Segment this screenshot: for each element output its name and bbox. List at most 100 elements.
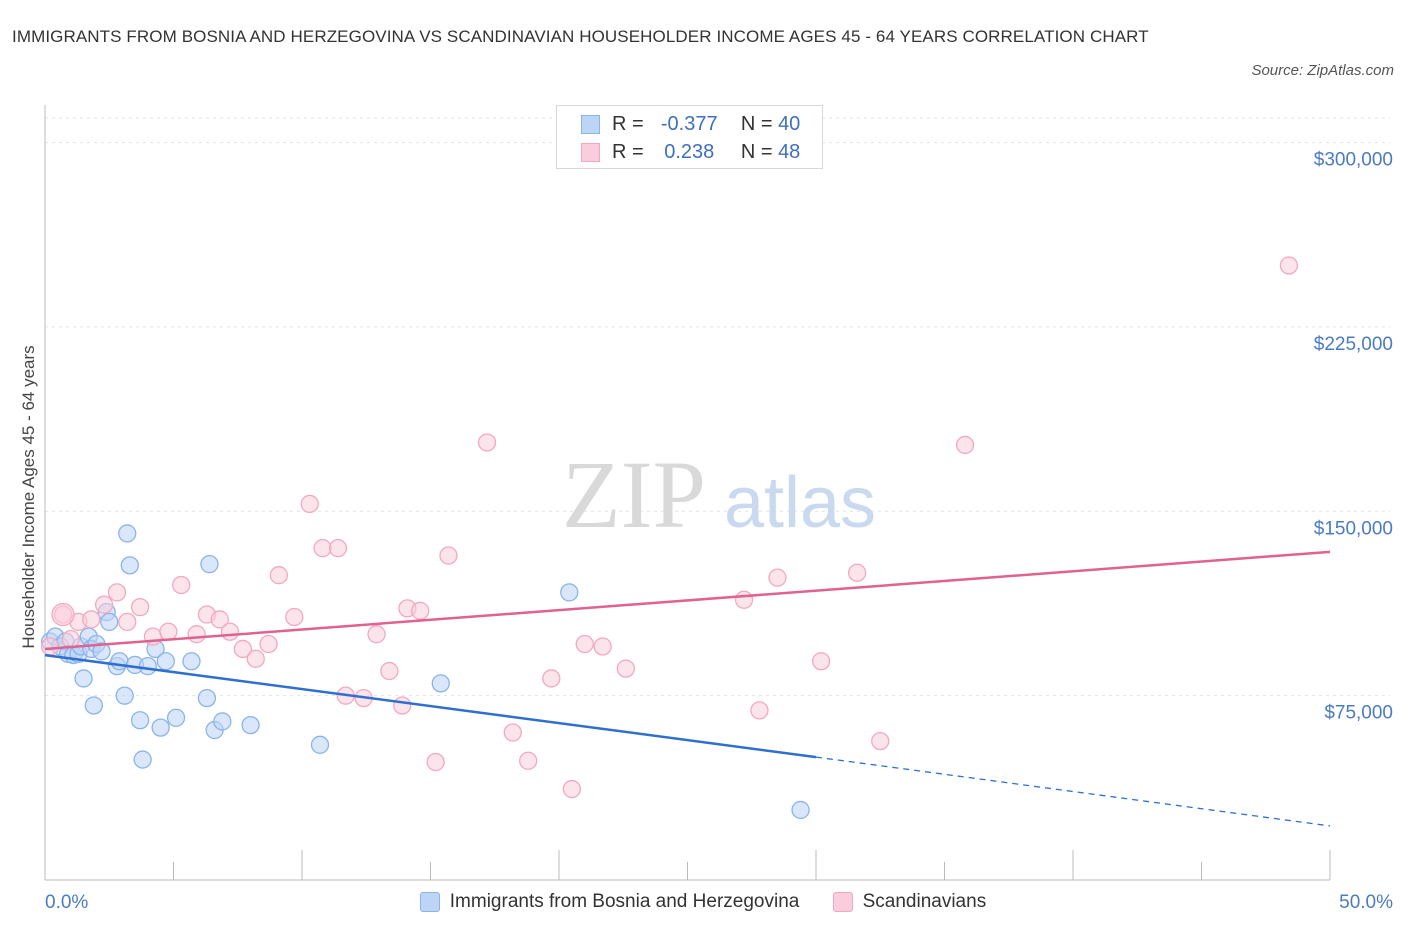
- r-key: R =: [612, 113, 644, 135]
- point-scandinavians: [159, 622, 178, 641]
- point-bosnia: [74, 669, 93, 688]
- y-tick-label: $225,000: [1314, 334, 1393, 355]
- point-bosnia: [138, 656, 157, 676]
- point-scandinavians: [118, 612, 137, 632]
- legend-swatch-scandinavians: [832, 891, 853, 912]
- point-scandinavians: [380, 661, 399, 681]
- watermark-atlas: atlas: [724, 463, 876, 543]
- point-bosnia: [197, 688, 217, 708]
- y-tick-label: $75,000: [1324, 703, 1393, 724]
- r-value: 0.238: [664, 141, 715, 163]
- legend-swatch-scandinavians: [581, 143, 600, 163]
- point-scandinavians: [519, 751, 538, 770]
- point-scandinavians: [107, 583, 127, 602]
- point-bosnia: [120, 556, 139, 575]
- legend-label-scandinavians: Scandinavians: [862, 891, 987, 912]
- legend-item-scandinavians[interactable]: Scandinavians: [832, 886, 987, 918]
- point-scandinavians: [300, 494, 319, 514]
- point-bosnia: [130, 711, 150, 730]
- point-scandinavians: [40, 637, 60, 656]
- point-scandinavians: [393, 696, 412, 715]
- r-key: R =: [612, 141, 644, 163]
- point-scandinavians: [82, 610, 101, 629]
- legend-item-bosnia[interactable]: Immigrants from Bosnia and Herzegovina: [419, 886, 800, 918]
- point-scandinavians: [285, 607, 304, 627]
- point-scandinavians: [542, 669, 561, 688]
- point-scandinavians: [313, 539, 332, 558]
- point-scandinavians: [477, 433, 497, 452]
- n-value: 48: [778, 141, 801, 163]
- trend-line-bosnia: [44, 653, 817, 759]
- point-scandinavians: [233, 639, 253, 659]
- point-scandinavians: [1279, 256, 1299, 275]
- point-scandinavians: [575, 634, 594, 654]
- legend-label-bosnia: Immigrants from Bosnia and Herzegovina: [449, 891, 800, 912]
- point-bosnia: [200, 554, 219, 574]
- point-bosnia: [156, 652, 175, 671]
- point-bosnia: [310, 735, 330, 754]
- point-scandinavians: [734, 590, 754, 609]
- n-key: N =: [740, 141, 773, 163]
- correlation-legend: R = -0.377 N = 40 R = 0.238 N = 48: [556, 105, 823, 169]
- point-scandinavians: [768, 568, 787, 587]
- x-tick-label: 0.0%: [45, 892, 88, 913]
- n-key: N =: [740, 113, 773, 135]
- n-value: 40: [778, 113, 801, 135]
- point-bosnia: [151, 718, 170, 737]
- point-scandinavians: [61, 629, 80, 649]
- point-scandinavians: [367, 625, 386, 644]
- data-points: [40, 256, 1299, 820]
- point-bosnia: [791, 800, 810, 820]
- trend-line-bosnia-extension: [815, 756, 1331, 827]
- point-scandinavians: [955, 435, 975, 455]
- y-tick-label: $300,000: [1314, 150, 1393, 171]
- watermark: ZIP atlas: [562, 441, 876, 548]
- point-bosnia: [118, 524, 137, 543]
- point-scandinavians: [220, 622, 240, 641]
- y-tick-label: $150,000: [1314, 518, 1393, 539]
- point-bosnia: [84, 696, 103, 715]
- legend-swatch-bosnia: [581, 115, 600, 135]
- point-scandinavians: [328, 539, 348, 558]
- point-bosnia: [115, 686, 134, 705]
- point-scandinavians: [210, 610, 229, 629]
- point-bosnia: [110, 652, 129, 671]
- point-scandinavians: [811, 652, 831, 671]
- point-scandinavians: [143, 627, 163, 646]
- point-scandinavians: [503, 723, 522, 742]
- point-scandinavians: [847, 563, 867, 582]
- point-scandinavians: [562, 779, 581, 799]
- point-scandinavians: [411, 601, 430, 620]
- point-scandinavians: [439, 546, 458, 565]
- point-scandinavians: [259, 634, 278, 654]
- legend-row-bosnia: R = -0.377 N = 40: [581, 110, 800, 138]
- legend-row-scandinavians: R = 0.238 N = 48: [581, 138, 800, 166]
- y-axis-label: Householder Income Ages 45 - 64 years: [19, 345, 38, 648]
- legend-swatch-bosnia: [419, 891, 440, 912]
- point-scandinavians: [246, 649, 265, 668]
- point-scandinavians: [187, 625, 206, 644]
- point-bosnia: [133, 750, 152, 769]
- trend-line-scandinavians: [44, 550, 1331, 651]
- tick-labels: $75,000 $150,000 $225,000 $300,000 0.0% 50.0%: [45, 150, 1393, 913]
- watermark-zip: ZIP: [562, 441, 706, 548]
- x-tick-label: 50.0%: [1339, 892, 1393, 913]
- point-scandinavians: [51, 602, 75, 627]
- point-bosnia: [431, 674, 450, 693]
- series-legend: Immigrants from Bosnia and Herzegovina S…: [0, 886, 1406, 918]
- point-scandinavians: [172, 575, 191, 595]
- point-bosnia: [92, 642, 111, 661]
- point-bosnia: [100, 612, 119, 632]
- point-bosnia: [560, 583, 579, 602]
- axes: [44, 105, 1331, 881]
- source-label: Source: ZipAtlas.com: [1251, 62, 1394, 79]
- gridlines: [45, 117, 1390, 697]
- point-scandinavians: [426, 752, 445, 772]
- point-scandinavians: [94, 595, 114, 614]
- point-bosnia: [166, 708, 186, 727]
- chart-title: IMMIGRANTS FROM BOSNIA AND HERZEGOVINA V…: [12, 27, 1149, 46]
- point-scandinavians: [130, 598, 150, 617]
- trend-lines: [44, 550, 1331, 827]
- point-scandinavians: [616, 659, 635, 678]
